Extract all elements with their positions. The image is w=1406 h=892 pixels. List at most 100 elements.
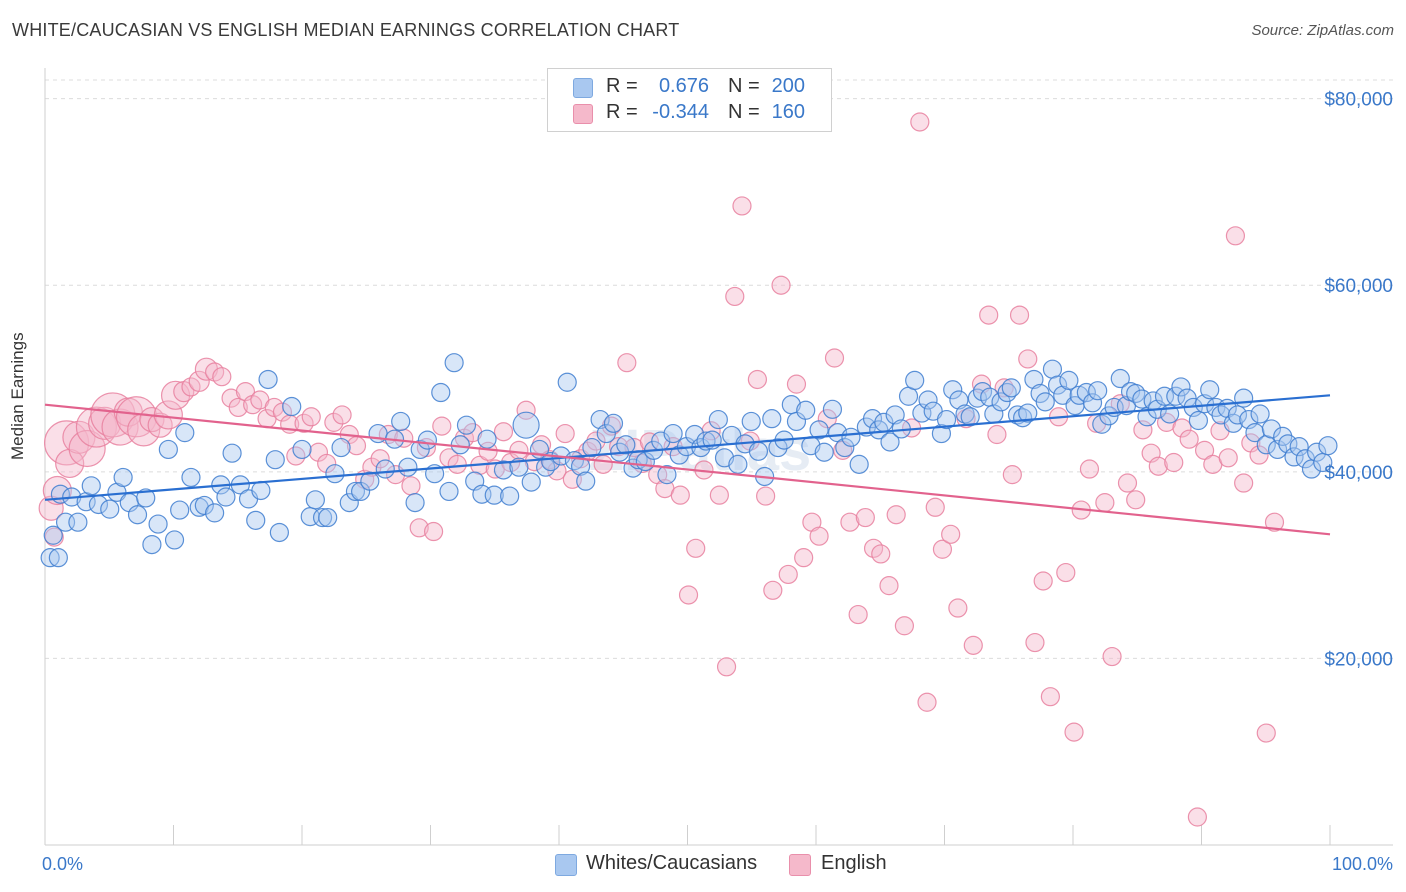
whites-point <box>768 437 788 458</box>
english-point <box>794 548 814 568</box>
whites-point <box>918 390 938 410</box>
english-point <box>941 524 961 544</box>
whites-point <box>292 439 312 460</box>
english-point <box>686 538 706 558</box>
english-point <box>670 485 690 505</box>
whites-point <box>175 423 195 443</box>
legend-row-english: R = -0.344 N = 160 <box>548 101 831 127</box>
english-point <box>786 374 807 394</box>
whites-point <box>1227 405 1248 425</box>
whites-swatch <box>573 78 593 98</box>
whites-point <box>405 493 425 513</box>
gridlines <box>45 79 1393 659</box>
english-point <box>763 580 783 600</box>
whites-point <box>1188 410 1209 431</box>
whites-point <box>849 454 869 474</box>
english-point <box>228 397 248 418</box>
english-point <box>1025 632 1045 653</box>
legend-row-whites: R = 0.676 N = 200 <box>548 75 831 101</box>
english-point <box>932 539 953 559</box>
english-point <box>617 353 637 373</box>
legend-item-english[interactable]: English <box>789 852 909 876</box>
whites-point <box>576 471 596 491</box>
whites-point <box>936 409 957 430</box>
english-point <box>1218 448 1238 468</box>
english-point <box>1064 722 1084 742</box>
whites-point <box>113 467 133 488</box>
whites-points <box>40 353 1338 568</box>
y-tick-label: $20,000 <box>1324 649 1393 670</box>
english-point <box>716 657 737 677</box>
whites-point <box>708 409 728 430</box>
english-point <box>824 348 845 368</box>
whites-point <box>142 534 162 555</box>
whites-point <box>616 435 636 455</box>
whites-point <box>170 500 190 520</box>
english-point <box>979 305 999 325</box>
english-point <box>75 406 118 448</box>
english-trend-line <box>44 403 1331 536</box>
whites-point <box>222 443 242 463</box>
whites-point <box>375 459 395 479</box>
whites-point <box>450 435 470 455</box>
whites-point <box>1245 423 1265 443</box>
english-point <box>678 585 699 605</box>
english-point <box>555 423 575 444</box>
whites-point <box>582 437 602 458</box>
english-point <box>910 112 930 132</box>
whites-point <box>331 437 351 458</box>
whites-point <box>136 488 156 508</box>
legend-label-whites: Whites/Caucasians <box>586 852 758 874</box>
whites-point <box>360 471 380 491</box>
english-point <box>1079 459 1100 479</box>
whites-point <box>205 503 225 523</box>
whites-point <box>148 514 168 534</box>
english-point <box>509 440 529 460</box>
whites-point <box>417 430 438 450</box>
english-point <box>212 367 232 387</box>
whites-point <box>282 396 302 417</box>
english-swatch <box>573 104 593 124</box>
english-point <box>1102 646 1122 667</box>
whites-point <box>1047 375 1068 395</box>
whites-point <box>1042 359 1063 379</box>
whites-point <box>391 411 411 432</box>
english-point <box>855 507 875 528</box>
whites-point <box>762 409 782 429</box>
english-point <box>1056 562 1076 583</box>
legend-item-whites[interactable]: Whites/Caucasians <box>555 852 775 876</box>
whites-point <box>305 490 325 510</box>
whites-point <box>741 411 761 432</box>
whites-point <box>943 380 963 400</box>
whites-point <box>439 481 459 502</box>
english-swatch <box>789 854 811 876</box>
x-tick-label-max: 100.0% <box>1332 854 1393 874</box>
english-point <box>1002 465 1022 485</box>
english-point <box>871 544 891 564</box>
whites-point <box>1154 386 1175 406</box>
whites-point <box>603 413 624 433</box>
english-point <box>756 486 776 506</box>
english-point <box>401 476 421 496</box>
whites-point <box>1289 437 1309 457</box>
english-point <box>1249 445 1269 465</box>
legend-label-english: English <box>821 852 887 874</box>
english-point <box>432 416 452 436</box>
whites-point <box>596 423 616 444</box>
whites-point <box>814 442 834 462</box>
whites-point <box>81 476 101 496</box>
whites-point <box>68 512 88 532</box>
whites-point <box>1035 392 1055 412</box>
english-point <box>732 196 752 216</box>
whites-point <box>512 411 540 439</box>
whites-point <box>960 407 980 427</box>
english-point <box>709 485 729 505</box>
english-point <box>317 453 337 474</box>
english-point <box>1225 226 1246 246</box>
english-point <box>272 402 293 422</box>
legend-n-label: N = <box>728 75 760 97</box>
english-point <box>409 518 429 538</box>
legend-r-value: -0.344 <box>652 101 709 123</box>
english-point <box>848 604 868 625</box>
whites-point <box>809 420 829 440</box>
